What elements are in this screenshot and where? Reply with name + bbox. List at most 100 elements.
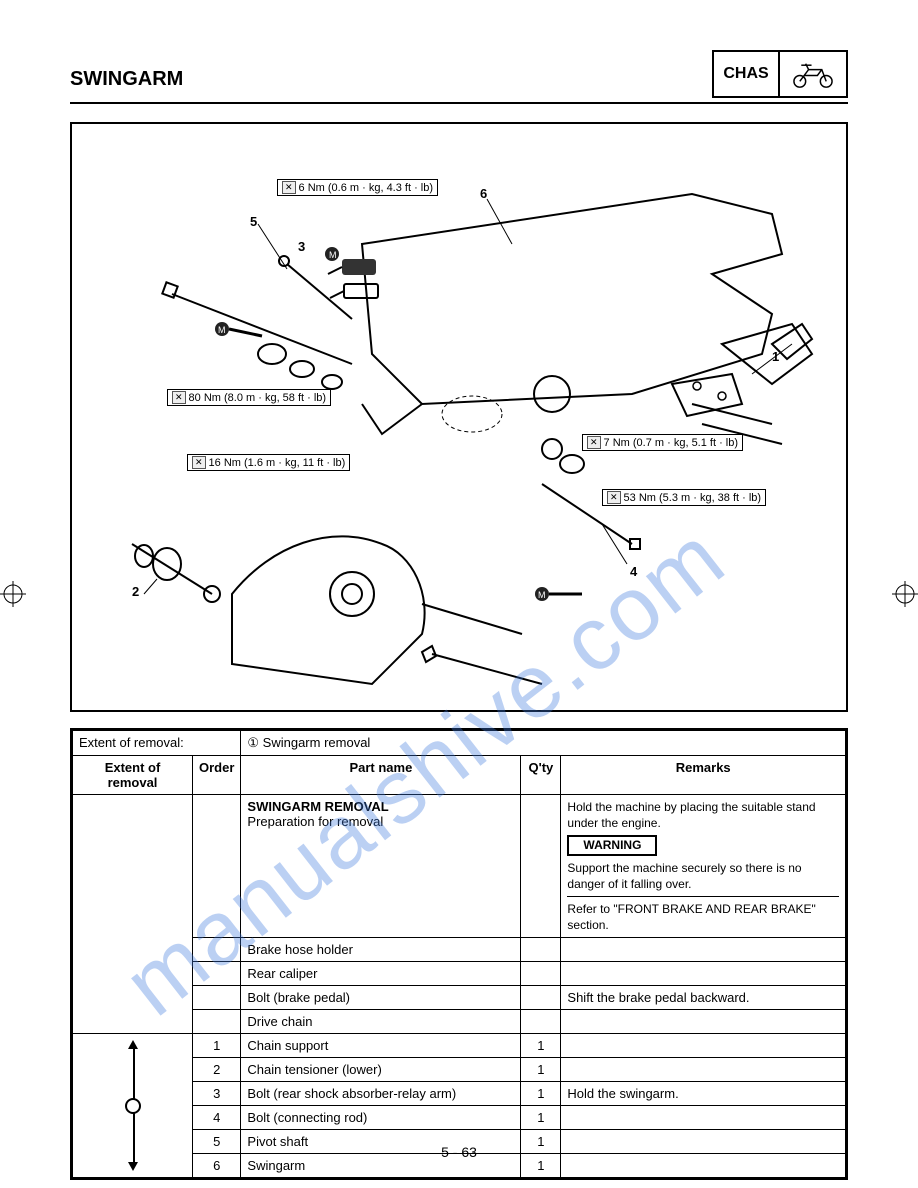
remarks-cell: Hold the machine by placing the suitable…: [561, 795, 846, 938]
extent-icon-cell: [73, 1034, 193, 1178]
parts-table: Extent of removal: ① Swingarm removal Ex…: [72, 730, 846, 1178]
order-cell: 5: [193, 1130, 241, 1154]
qty-cell: [521, 1010, 561, 1034]
svg-text:M: M: [329, 250, 337, 260]
order-cell: [193, 962, 241, 986]
exploded-diagram: M: [70, 122, 848, 712]
table-row: SWINGARM REMOVAL Preparation for removal…: [73, 795, 846, 938]
torque-callout-3: ✕ 16 Nm (1.6 m · kg, 11 ft · lb): [187, 454, 350, 471]
col-remarks: Remarks: [561, 756, 846, 795]
job-cell: Brake hose holder: [241, 938, 521, 962]
crop-mark-left: [0, 581, 26, 607]
extent-cell-empty: [73, 795, 193, 1034]
arrow-down-icon: [128, 1162, 138, 1171]
qty-cell: [521, 938, 561, 962]
torque-text: 7 Nm (0.7 m · kg, 5.1 ft · lb): [604, 437, 738, 449]
remarks-cell: [561, 1130, 846, 1154]
warning-text: Support the machine securely so there is…: [567, 860, 839, 892]
extent-circle-1: [125, 1098, 141, 1114]
page-header: SWINGARM CHAS: [70, 50, 848, 104]
remarks-cell: [561, 1034, 846, 1058]
torque-callout-5: ✕ 53 Nm (5.3 m · kg, 38 ft · lb): [602, 489, 766, 506]
qty-cell: 1: [521, 1034, 561, 1058]
col-extent: Extent of removal: [73, 756, 193, 795]
chassis-tag: CHAS: [712, 50, 780, 98]
job-cell: SWINGARM REMOVAL Preparation for removal: [241, 795, 521, 938]
order-cell: 2: [193, 1058, 241, 1082]
warning-box: WARNING: [567, 835, 657, 855]
diagram-label-6: 6: [480, 186, 487, 201]
table-extent-row: Extent of removal: ① Swingarm removal: [73, 731, 846, 756]
job-cell: Chain support: [241, 1034, 521, 1058]
torque-icon: ✕: [587, 436, 601, 449]
job-cell: Bolt (connecting rod): [241, 1106, 521, 1130]
qty-cell: [521, 795, 561, 938]
remarks-cell: Hold the swingarm.: [561, 1082, 846, 1106]
job-title: SWINGARM REMOVAL: [247, 799, 388, 814]
diagram-label-4: 4: [630, 564, 637, 579]
torque-icon: ✕: [607, 491, 621, 504]
job-cell: Swingarm: [241, 1154, 521, 1178]
svg-text:M: M: [538, 590, 546, 600]
order-cell: 3: [193, 1082, 241, 1106]
job-prep: Preparation for removal: [247, 814, 383, 829]
col-job: Part name: [241, 756, 521, 795]
torque-text: 6 Nm (0.6 m · kg, 4.3 ft · lb): [299, 182, 433, 194]
job-cell: Drive chain: [241, 1010, 521, 1034]
page-title: SWINGARM: [70, 50, 183, 91]
order-cell: 4: [193, 1106, 241, 1130]
parts-table-wrap: Extent of removal: ① Swingarm removal Ex…: [70, 728, 848, 1180]
qty-cell: [521, 962, 561, 986]
order-cell: 6: [193, 1154, 241, 1178]
crop-mark-right: [892, 581, 918, 607]
order-cell: 1: [193, 1034, 241, 1058]
torque-callout-1: ✕ 6 Nm (0.6 m · kg, 4.3 ft · lb): [277, 179, 438, 196]
order-cell: [193, 1010, 241, 1034]
col-order: Order: [193, 756, 241, 795]
header-boxes: CHAS: [712, 50, 848, 98]
motorcycle-icon: [791, 59, 835, 89]
qty-cell: [521, 986, 561, 1010]
extent-label: Extent of removal:: [73, 731, 241, 756]
remarks-cell: Shift the brake pedal backward.: [561, 986, 846, 1010]
order-cell: [193, 795, 241, 938]
remark-line: Refer to "FRONT BRAKE AND REAR BRAKE" se…: [567, 901, 839, 933]
remarks-cell: [561, 1058, 846, 1082]
order-cell: [193, 986, 241, 1010]
diagram-label-1: 1: [772, 349, 779, 364]
qty-cell: 1: [521, 1106, 561, 1130]
diagram-label-5: 5: [250, 214, 257, 229]
torque-text: 16 Nm (1.6 m · kg, 11 ft · lb): [209, 457, 346, 469]
job-cell: Chain tensioner (lower): [241, 1058, 521, 1082]
torque-icon: ✕: [282, 181, 296, 194]
extent-note: ① Swingarm removal: [241, 731, 846, 756]
remarks-cell: [561, 938, 846, 962]
torque-text: 80 Nm (8.0 m · kg, 58 ft · lb): [189, 392, 327, 404]
qty-cell: 1: [521, 1082, 561, 1106]
qty-cell: 1: [521, 1130, 561, 1154]
qty-cell: 1: [521, 1154, 561, 1178]
torque-callout-4: ✕ 7 Nm (0.7 m · kg, 5.1 ft · lb): [582, 434, 743, 451]
motorcycle-icon-box: [780, 50, 848, 98]
job-cell: Bolt (rear shock absorber-relay arm): [241, 1082, 521, 1106]
table-row: 1 Chain support 1: [73, 1034, 846, 1058]
job-cell: Pivot shaft: [241, 1130, 521, 1154]
remarks-cell: [561, 1010, 846, 1034]
job-cell: Bolt (brake pedal): [241, 986, 521, 1010]
table-header-row: Extent of removal Order Part name Q'ty R…: [73, 756, 846, 795]
remarks-cell: [561, 1154, 846, 1178]
torque-icon: ✕: [172, 391, 186, 404]
diagram-label-2: 2: [132, 584, 139, 599]
job-cell: Rear caliper: [241, 962, 521, 986]
remarks-cell: [561, 1106, 846, 1130]
svg-text:M: M: [218, 325, 226, 335]
torque-callout-2: ✕ 80 Nm (8.0 m · kg, 58 ft · lb): [167, 389, 331, 406]
order-cell: [193, 938, 241, 962]
page-number: 5 - 63: [441, 1144, 477, 1160]
diagram-label-3: 3: [298, 239, 305, 254]
diagram-svg: M: [72, 124, 846, 710]
qty-cell: 1: [521, 1058, 561, 1082]
torque-text: 53 Nm (5.3 m · kg, 38 ft · lb): [624, 492, 762, 504]
torque-icon: ✕: [192, 456, 206, 469]
col-qty: Q'ty: [521, 756, 561, 795]
